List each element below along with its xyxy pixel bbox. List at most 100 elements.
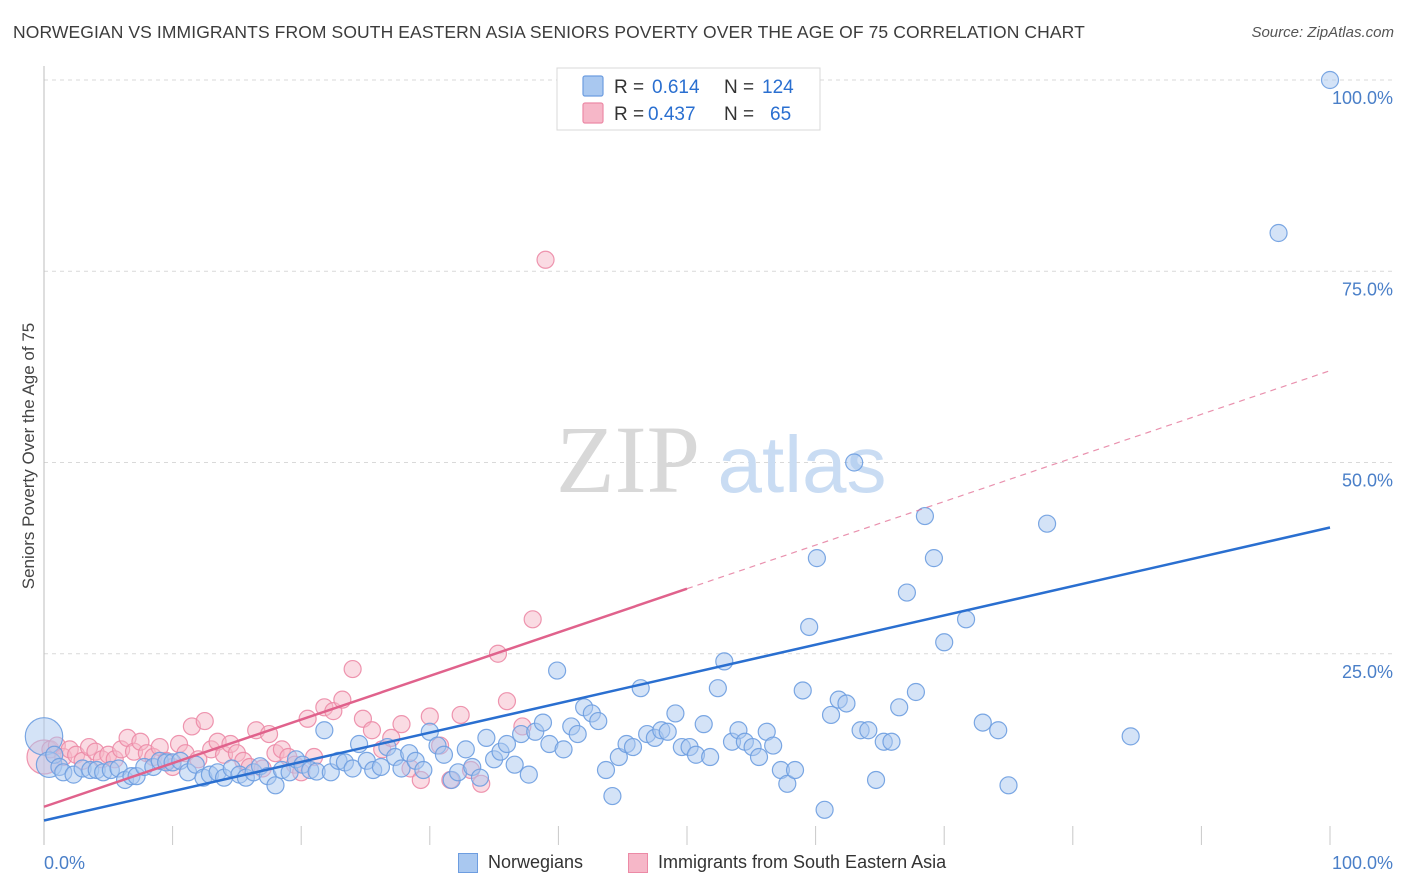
point-norwegians-132 [1121, 727, 1140, 746]
point-norwegians-60 [456, 740, 475, 759]
point-norwegians-120 [882, 732, 901, 751]
point-norwegians-44 [343, 759, 362, 778]
point-norwegians-110 [807, 549, 826, 568]
point-norwegians-109 [800, 617, 819, 637]
point-norwegians-117 [859, 721, 878, 740]
legend-item-immigrants[interactable]: Immigrants from South Eastern Asia [628, 852, 946, 873]
point-norwegians-130 [999, 776, 1018, 795]
point-norwegians-79 [589, 711, 608, 731]
point-norwegians-129 [989, 721, 1008, 740]
legend-swatch-norwegians [458, 852, 478, 873]
point-immigrants-51 [392, 715, 411, 734]
point-norwegians-125 [924, 549, 944, 568]
point-norwegians-104 [764, 736, 783, 755]
legend-swatch-pink [582, 102, 604, 124]
point-norwegians-102 [749, 747, 769, 767]
point-immigrants-54 [420, 707, 439, 726]
point-norwegians-118 [866, 770, 886, 790]
series-legend: Norwegians Immigrants from South Eastern… [0, 852, 1406, 878]
point-immigrants-41 [298, 709, 317, 728]
trend-line-immigrants-extrapolated [686, 370, 1331, 590]
legend-n-value-1: 124 [762, 77, 794, 98]
point-norwegians-67 [505, 755, 524, 774]
legend-n-value-2: 65 [770, 104, 791, 125]
y-tick-labels: 25.0% 50.0% 75.0% 100.0% [1332, 88, 1393, 682]
point-norwegians-90 [666, 704, 685, 723]
point-norwegians-95 [701, 747, 720, 767]
point-immigrants-25 [195, 711, 214, 731]
trend-lines [43, 370, 1331, 822]
point-norwegians-40 [315, 721, 334, 740]
point-norwegians-123 [906, 682, 926, 702]
point-norwegians-63 [477, 728, 496, 748]
point-norwegians-121 [890, 698, 909, 717]
trend-line-immigrants [43, 587, 688, 808]
point-norwegians-73 [548, 661, 567, 680]
legend-r-label-1: R = [614, 77, 644, 98]
point-norwegians-69 [519, 765, 538, 784]
point-immigrants-63 [523, 610, 542, 629]
point-norwegians-94 [694, 715, 713, 734]
point-norwegians-126 [935, 633, 954, 652]
y-axis-label: Seniors Poverty Over the Age of 75 [19, 323, 38, 589]
series-points-norwegians [24, 70, 1340, 819]
point-norwegians-81 [603, 786, 622, 806]
point-norwegians-106 [778, 774, 797, 793]
point-immigrants-48 [362, 721, 382, 740]
point-norwegians-57 [434, 745, 454, 764]
point-norwegians-133 [1269, 223, 1288, 243]
point-norwegians-114 [837, 694, 856, 713]
point-norwegians-128 [973, 713, 992, 732]
point-immigrants-64 [536, 250, 555, 269]
legend-item-norwegians[interactable]: Norwegians [458, 852, 583, 873]
point-norwegians-96 [708, 679, 727, 698]
y-tick-label-75: 75.0% [1342, 279, 1393, 299]
legend-n-label-1: N = [724, 77, 754, 98]
point-norwegians-134 [1320, 70, 1340, 90]
point-norwegians-108 [793, 681, 812, 700]
point-norwegians-76 [568, 724, 587, 744]
point-norwegians-48 [371, 757, 391, 777]
point-norwegians-66 [497, 734, 517, 754]
point-norwegians-62 [470, 768, 490, 787]
point-immigrants-57 [451, 705, 470, 725]
point-norwegians-122 [897, 583, 917, 602]
point-norwegians-54 [414, 760, 433, 780]
grid-lines [44, 79, 1393, 655]
point-norwegians-124 [915, 506, 935, 526]
point-norwegians-74 [554, 740, 573, 759]
legend-r-value-1: 0.614 [652, 77, 700, 98]
point-norwegians-107 [785, 760, 805, 780]
point-norwegians-51 [392, 759, 411, 778]
point-norwegians-71 [533, 713, 553, 732]
point-norwegians-127 [956, 610, 976, 629]
legend-swatch-immigrants [628, 852, 648, 873]
point-norwegians-131 [1037, 514, 1057, 533]
point-norwegians-111 [815, 800, 834, 819]
legend-n-label-2: N = [724, 104, 754, 125]
point-norwegians-89 [658, 722, 677, 741]
point-norwegians-33 [266, 776, 285, 795]
x-axis-ticks [172, 826, 1331, 845]
y-tick-label-50: 50.0% [1342, 471, 1393, 491]
point-immigrants-46 [343, 659, 362, 679]
legend-r-value-2: 0.437 [648, 104, 696, 125]
x-tick-label-min: 0.0% [44, 853, 85, 873]
point-norwegians-80 [596, 760, 616, 780]
watermark-zip: ZIP [556, 406, 700, 513]
point-norwegians-84 [623, 737, 643, 757]
legend-swatch-blue [582, 75, 604, 97]
correlation-legend: R = 0.614 N = 124 R = 0.437 N = 65 [556, 67, 821, 131]
legend-label-norwegians: Norwegians [488, 852, 584, 872]
point-immigrants-61 [497, 692, 517, 711]
y-tick-label-100: 100.0% [1332, 88, 1393, 108]
trend-line-norwegians [43, 526, 1331, 822]
point-norwegians-112 [821, 705, 841, 725]
chart-title: NORWEGIAN VS IMMIGRANTS FROM SOUTH EASTE… [13, 22, 1085, 42]
point-norwegians-115 [845, 453, 864, 472]
legend-label-immigrants: Immigrants from South Eastern Asia [658, 852, 947, 872]
x-tick-label-max: 100.0% [1332, 853, 1393, 873]
series-points-immigrants [26, 250, 555, 793]
y-tick-label-25: 25.0% [1342, 662, 1393, 682]
